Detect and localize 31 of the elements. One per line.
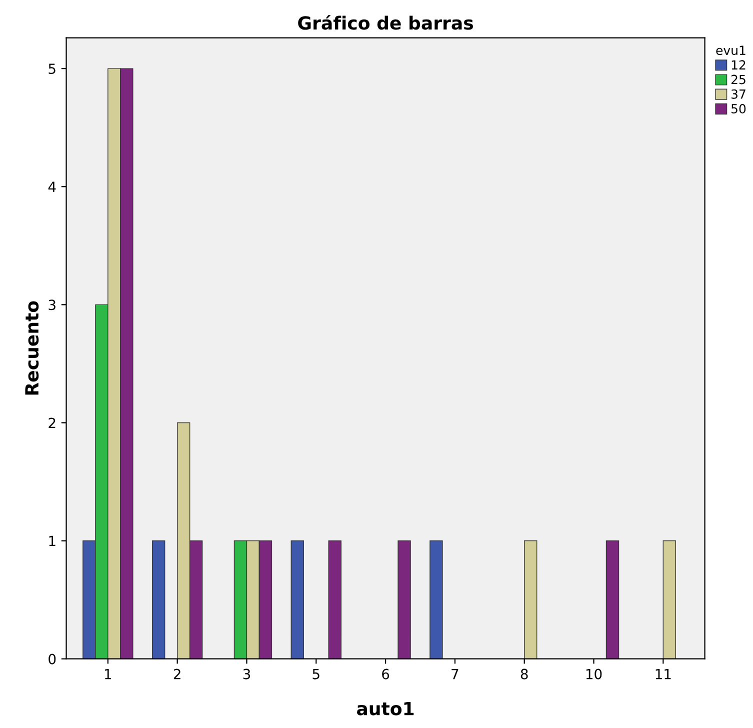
bar <box>524 540 538 659</box>
legend-label: 12 <box>732 60 746 70</box>
chart-title: Gráfico de barras <box>298 15 474 30</box>
x-tick-label: 6 <box>382 668 390 680</box>
x-tick-label: 10 <box>586 668 602 680</box>
bar <box>398 540 411 659</box>
y-tick-label: 4 <box>48 182 56 192</box>
bar <box>152 540 166 659</box>
legend-label: 50 <box>731 104 746 114</box>
x-tick-label: 1 <box>105 668 112 680</box>
y-tick-label: 1 <box>49 536 56 546</box>
bar <box>662 540 676 659</box>
bar <box>290 540 304 659</box>
y-tick-label: 5 <box>48 64 56 74</box>
x-axis-title: auto1 <box>356 702 414 716</box>
x-tick-label: 5 <box>312 668 320 680</box>
x-tick-label: 3 <box>243 668 250 680</box>
x-tick-label: 2 <box>174 668 180 680</box>
legend-label: 37 <box>731 89 746 99</box>
bar <box>606 540 620 659</box>
y-axis-title: Recuento <box>25 301 39 395</box>
y-tick-label: 2 <box>48 418 56 428</box>
x-tick-label: 7 <box>452 668 458 680</box>
legend-title: evu1 <box>716 46 746 56</box>
bar <box>328 540 342 659</box>
y-tick-label: 3 <box>48 300 56 310</box>
legend-label: 25 <box>731 74 746 84</box>
x-tick-label: 11 <box>656 668 671 680</box>
x-tick-label: 8 <box>520 668 528 680</box>
y-tick-label: 0 <box>48 654 56 664</box>
bar <box>430 540 443 659</box>
